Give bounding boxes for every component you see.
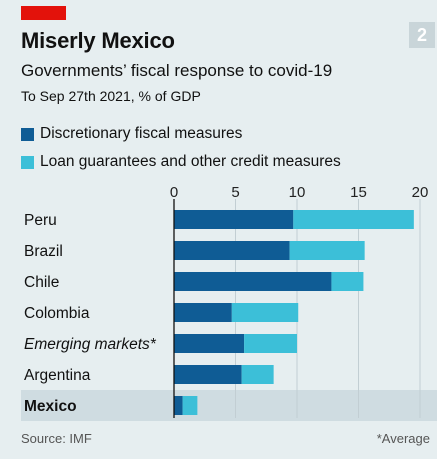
category-label-chile: Chile	[24, 274, 59, 291]
x-tick-label-0: 0	[170, 184, 178, 201]
brand-red-tag	[21, 6, 66, 20]
bar-emerging-markets-loan-guarantees	[244, 334, 297, 353]
x-tick-label-5: 5	[231, 184, 239, 201]
bar-mexico-discretionary	[174, 396, 183, 415]
bar-emerging-markets-discretionary	[174, 334, 245, 353]
chart-subtitle: Governments’ fiscal response to covid-19	[21, 61, 333, 80]
x-tick-label-15: 15	[350, 184, 367, 201]
legend-label-loan-guarantees: Loan guarantees and other credit measure…	[40, 153, 341, 170]
bar-colombia-discretionary	[174, 303, 232, 322]
source-note: Source: IMF	[21, 431, 92, 446]
chart-caption: To Sep 27th 2021, % of GDP	[21, 88, 201, 104]
x-tick-label-20: 20	[412, 184, 429, 201]
bar-peru-discretionary	[174, 210, 294, 229]
bar-peru-loan-guarantees	[293, 210, 414, 229]
bar-brazil-loan-guarantees	[289, 241, 365, 260]
category-label-peru: Peru	[24, 212, 57, 229]
bar-brazil-discretionary	[174, 241, 290, 260]
highlight-row-background	[21, 390, 437, 421]
bar-colombia-loan-guarantees	[231, 303, 299, 322]
chart-number-badge: 2	[409, 22, 435, 48]
bar-argentina-loan-guarantees	[241, 365, 274, 384]
bar-chile-discretionary	[174, 272, 332, 291]
legend-item-loan-guarantees: Loan guarantees and other credit measure…	[21, 153, 341, 171]
category-label-emerging-markets: Emerging markets*	[24, 336, 157, 353]
legend-label-discretionary: Discretionary fiscal measures	[40, 125, 243, 142]
bar-chile-loan-guarantees	[331, 272, 364, 291]
legend-item-discretionary: Discretionary fiscal measures	[21, 125, 242, 143]
category-label-colombia: Colombia	[24, 305, 90, 322]
bar-mexico-loan-guarantees	[182, 396, 198, 415]
legend-swatch-discretionary	[21, 127, 34, 141]
x-tick-label-10: 10	[289, 184, 306, 201]
legend-swatch-loan-guarantees	[21, 155, 34, 169]
category-label-argentina: Argentina	[24, 367, 91, 384]
bar-argentina-discretionary	[174, 365, 242, 384]
category-label-brazil: Brazil	[24, 243, 63, 260]
average-footnote: *Average	[376, 431, 430, 446]
category-label-mexico: Mexico	[24, 398, 77, 415]
chart-title: Miserly Mexico	[21, 28, 175, 53]
